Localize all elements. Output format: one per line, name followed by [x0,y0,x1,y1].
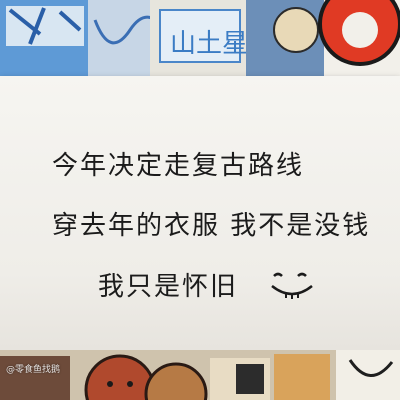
handwritten-note-card [0,76,400,358]
note-line-1: 今年决定走复古路线 [52,151,305,181]
watermark-text: @零食鱼找鹅 [6,365,61,375]
note-line-2: 穿去年的衣服 我不是没钱 [52,211,371,241]
note-line-3: 我只是怀旧 [98,272,239,302]
top-sticker-collage: 山土星 [0,0,400,90]
top-sticker-text: 山土星 [170,29,248,59]
bottom-sticker-collage [0,350,400,400]
smiley-face-doodle [271,272,313,299]
